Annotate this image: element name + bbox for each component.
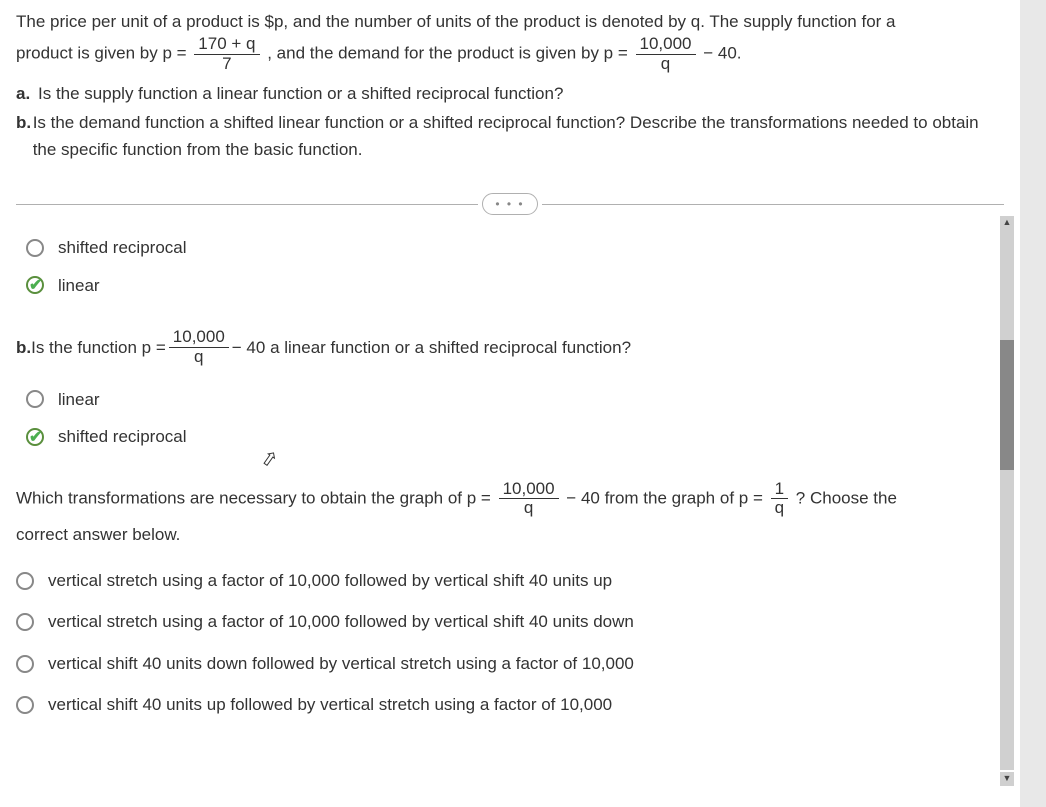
separator-line-left bbox=[16, 204, 478, 205]
demand-fraction: 10,000 q bbox=[636, 35, 696, 73]
question-page: The price per unit of a product is $p, a… bbox=[0, 0, 1020, 807]
supply-fraction: 170 + q 7 bbox=[194, 35, 259, 73]
option-b-2[interactable]: shifted reciprocal bbox=[26, 424, 1004, 450]
trans-frac1: 10,000 q bbox=[499, 480, 559, 518]
trans-line2: correct answer below. bbox=[16, 525, 180, 544]
supply-denominator: 7 bbox=[194, 55, 259, 74]
option-t-1-label: vertical stretch using a factor of 10,00… bbox=[48, 568, 612, 594]
sub-a-text: Is the supply function a linear function… bbox=[38, 80, 563, 107]
option-a-2[interactable]: linear bbox=[26, 273, 1004, 299]
question-b-den: q bbox=[169, 348, 229, 367]
scroll-up-arrow[interactable]: ▲ bbox=[1000, 216, 1014, 230]
option-t-2-label: vertical stretch using a factor of 10,00… bbox=[48, 609, 634, 635]
option-b-1-label: linear bbox=[58, 387, 100, 413]
radio-t-3[interactable] bbox=[16, 655, 34, 673]
problem-statement: The price per unit of a product is $p, a… bbox=[16, 8, 1004, 163]
question-b-frac: 10,000 q bbox=[169, 328, 229, 366]
radio-t-1[interactable] bbox=[16, 572, 34, 590]
option-b-2-label: shifted reciprocal bbox=[58, 424, 187, 450]
question-b-num: 10,000 bbox=[169, 328, 229, 348]
sub-b-text: Is the demand function a shifted linear … bbox=[33, 109, 1004, 163]
sub-b: b. Is the demand function a shifted line… bbox=[16, 109, 1004, 163]
question-transformations: Which transformations are necessary to o… bbox=[16, 480, 1004, 552]
separator-line-right bbox=[542, 204, 1004, 205]
question-b-prefix: Is the function p = bbox=[31, 335, 166, 361]
more-pill[interactable]: • • • bbox=[482, 193, 537, 215]
demand-numerator: 10,000 bbox=[636, 35, 696, 55]
scroll-down-arrow[interactable]: ▼ bbox=[1000, 772, 1014, 786]
trans-num2: 1 bbox=[771, 480, 788, 500]
options-b: linear shifted reciprocal bbox=[26, 387, 1004, 450]
option-t-4-label: vertical shift 40 units up followed by v… bbox=[48, 692, 612, 718]
problem-line1: The price per unit of a product is $p, a… bbox=[16, 12, 896, 31]
question-b: b. Is the function p = 10,000 q − 40 a l… bbox=[16, 328, 1004, 366]
option-t-1[interactable]: vertical stretch using a factor of 10,00… bbox=[16, 568, 1004, 594]
problem-line2-prefix: product is given by p = bbox=[16, 44, 191, 63]
option-a-1[interactable]: shifted reciprocal bbox=[26, 235, 1004, 261]
question-b-bold: b. bbox=[16, 335, 31, 361]
option-t-3[interactable]: vertical shift 40 units down followed by… bbox=[16, 651, 1004, 677]
radio-t-2[interactable] bbox=[16, 613, 34, 631]
trans-mid: − 40 from the graph of p = bbox=[566, 488, 767, 507]
problem-line2-mid: , and the demand for the product is give… bbox=[267, 44, 632, 63]
sub-questions: a. Is the supply function a linear funct… bbox=[16, 80, 1004, 164]
option-b-1[interactable]: linear bbox=[26, 387, 1004, 413]
sub-a-label: a. bbox=[16, 80, 38, 107]
scrollbar-track[interactable] bbox=[1000, 230, 1014, 770]
radio-a-2[interactable] bbox=[26, 276, 44, 294]
demand-denominator: q bbox=[636, 55, 696, 74]
scrollbar-thumb[interactable] bbox=[1000, 340, 1014, 470]
trans-num1: 10,000 bbox=[499, 480, 559, 500]
option-a-1-label: shifted reciprocal bbox=[58, 235, 187, 261]
sub-b-label: b. bbox=[16, 109, 33, 163]
option-t-4[interactable]: vertical shift 40 units up followed by v… bbox=[16, 692, 1004, 718]
radio-b-1[interactable] bbox=[26, 390, 44, 408]
trans-den1: q bbox=[499, 499, 559, 518]
option-t-3-label: vertical shift 40 units down followed by… bbox=[48, 651, 634, 677]
radio-t-4[interactable] bbox=[16, 696, 34, 714]
trans-frac2: 1 q bbox=[771, 480, 788, 518]
problem-line2-suffix: − 40. bbox=[703, 44, 741, 63]
question-b-suffix: − 40 a linear function or a shifted reci… bbox=[232, 335, 631, 361]
supply-numerator: 170 + q bbox=[194, 35, 259, 55]
trans-suffix: ? Choose the bbox=[796, 488, 897, 507]
radio-a-1[interactable] bbox=[26, 239, 44, 257]
option-t-2[interactable]: vertical stretch using a factor of 10,00… bbox=[16, 609, 1004, 635]
trans-den2: q bbox=[771, 499, 788, 518]
option-a-2-label: linear bbox=[58, 273, 100, 299]
separator: • • • bbox=[16, 193, 1004, 215]
options-a: shifted reciprocal linear bbox=[26, 235, 1004, 298]
radio-b-2[interactable] bbox=[26, 428, 44, 446]
trans-prefix: Which transformations are necessary to o… bbox=[16, 488, 496, 507]
sub-a: a. Is the supply function a linear funct… bbox=[16, 80, 1004, 107]
options-trans: vertical stretch using a factor of 10,00… bbox=[16, 568, 1004, 718]
